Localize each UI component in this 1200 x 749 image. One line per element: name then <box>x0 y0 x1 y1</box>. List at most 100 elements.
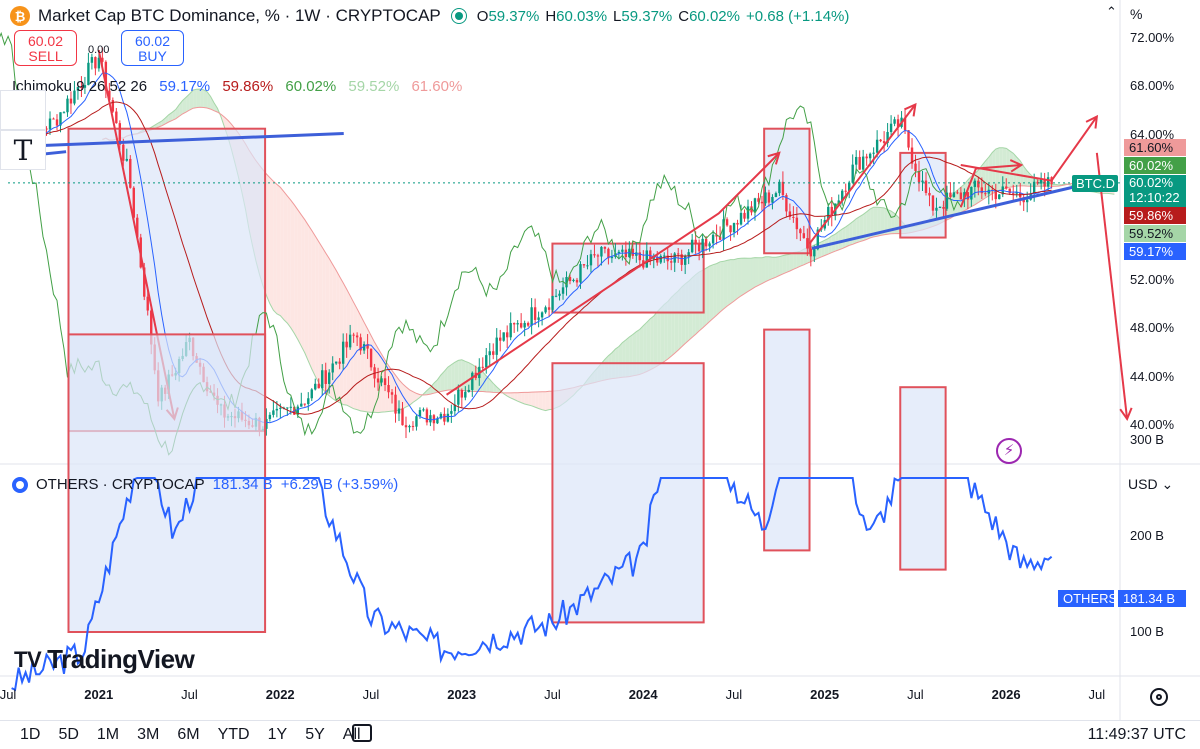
ichimoku-cloud-segment <box>357 309 360 411</box>
candle-body <box>691 240 693 252</box>
ichimoku-cloud-segment <box>291 200 294 333</box>
range-button-ytd[interactable]: YTD <box>218 726 250 744</box>
candle-body <box>925 181 927 193</box>
range-button-1d[interactable]: 1D <box>20 726 40 744</box>
ichimoku-span-a: 59.52% <box>348 78 399 95</box>
tradingview-logo[interactable]: TV TradingView <box>14 644 194 675</box>
candle-body <box>443 414 445 422</box>
candle-body <box>701 239 703 251</box>
others-legend[interactable]: OTHERS · CRYPTOCAP 181.34 B +6.29 B (+3.… <box>12 476 398 493</box>
ichimoku-cloud-segment <box>542 392 545 411</box>
ichimoku-cloud-segment <box>287 196 290 328</box>
candle-body <box>684 256 686 264</box>
candle-body <box>775 193 777 197</box>
flash-icon[interactable]: ⚡ <box>996 438 1022 464</box>
ichimoku-cloud-segment <box>717 262 720 315</box>
candle-body <box>694 240 696 244</box>
candle-body <box>314 384 316 390</box>
candle-body <box>52 119 54 120</box>
ichimoku-legend[interactable]: Ichimoku 9 26 52 26 59.17% 59.86% 60.02%… <box>12 78 470 95</box>
others-label: OTHERS · CRYPTOCAP <box>36 476 205 493</box>
others-box-2023 <box>552 363 703 622</box>
buy-button[interactable]: 60.02 BUY <box>121 30 184 66</box>
candle-body <box>708 243 710 246</box>
others-value: 181.34 B <box>213 476 273 493</box>
ichimoku-cloud-segment <box>846 224 849 247</box>
candle-body <box>705 239 707 247</box>
candle-body <box>530 307 532 325</box>
ichimoku-cloud-segment <box>319 242 322 389</box>
go-to-date-icon[interactable] <box>352 724 372 742</box>
candle-body <box>670 261 672 262</box>
candle-body <box>998 194 1000 199</box>
ichimoku-cloud-segment <box>294 205 297 340</box>
candle-body <box>377 378 379 382</box>
candle-body <box>126 159 128 161</box>
ichimoku-cloud-segment <box>462 360 465 391</box>
collapse-icon[interactable]: ⌃ <box>1106 4 1120 18</box>
candle-body <box>56 119 58 125</box>
ichimoku-cloud-segment <box>758 258 761 286</box>
text-tool-icon[interactable]: T <box>0 130 46 170</box>
candle-body <box>907 130 909 147</box>
candle-body <box>726 219 728 225</box>
ichimoku-cloud-segment <box>842 227 845 249</box>
ichimoku-cloud-segment <box>280 187 283 319</box>
candle-body <box>352 335 354 336</box>
ichimoku-cloud-segment <box>451 362 454 390</box>
candle-body <box>583 264 585 265</box>
ichimoku-cloud-segment <box>525 392 528 404</box>
ichimoku-cloud-segment <box>755 258 758 288</box>
candle-body <box>391 392 393 394</box>
range-button-1m[interactable]: 1M <box>97 726 119 744</box>
ichimoku-cloud-segment <box>849 222 852 246</box>
ichimoku-cloud-segment <box>748 258 751 291</box>
settings-gear-icon[interactable] <box>1150 688 1168 706</box>
candle-body <box>935 208 937 211</box>
candle-body <box>496 338 498 355</box>
last-price: 60.02% <box>1129 175 1186 190</box>
drawing-tool-button[interactable] <box>0 90 46 130</box>
candle-body <box>572 280 574 281</box>
candle-body <box>70 99 72 104</box>
candle-body <box>984 193 986 194</box>
sell-button[interactable]: 60.02 SELL <box>14 30 77 66</box>
time-tick-label: Jul <box>181 687 198 702</box>
high-value: 60.03% <box>556 8 607 25</box>
candle-body <box>799 229 801 233</box>
close-key: C <box>678 8 689 25</box>
ichimoku-cloud-segment <box>765 257 768 282</box>
time-tick-label: 2021 <box>84 687 113 702</box>
range-button-6m[interactable]: 6M <box>177 726 199 744</box>
candle-body <box>851 165 853 183</box>
market-status-icon <box>451 8 467 24</box>
price-tick-label: 44.00% <box>1130 369 1174 384</box>
candle-body <box>370 349 372 368</box>
candle-body <box>764 192 766 203</box>
open-value: 59.37% <box>488 8 539 25</box>
candle-body <box>855 157 857 165</box>
open-key: O <box>477 8 489 25</box>
ichimoku-cloud-segment <box>989 153 992 196</box>
candle-body <box>733 223 735 232</box>
range-button-5d[interactable]: 5D <box>58 726 78 744</box>
candle-body <box>782 182 784 195</box>
time-tick-label: 2024 <box>629 687 658 702</box>
symbol-title[interactable]: Market Cap BTC Dominance, % · 1W · CRYPT… <box>38 6 441 26</box>
candle-body <box>960 193 962 200</box>
time-tick-label: Jul <box>726 687 743 702</box>
candle-body <box>1047 177 1049 186</box>
range-button-5y[interactable]: 5Y <box>305 726 325 744</box>
clock[interactable]: 11:49:37 UTC <box>1088 726 1186 744</box>
candle-body <box>942 207 944 209</box>
candle-body <box>398 408 400 413</box>
candle-body <box>290 407 292 408</box>
currency-select[interactable]: USD ⌄ <box>1128 476 1173 493</box>
candle-body <box>956 192 958 193</box>
range-button-3m[interactable]: 3M <box>137 726 159 744</box>
candle-body <box>450 411 452 414</box>
axis-unit[interactable]: % <box>1130 6 1142 22</box>
candle-body <box>761 202 763 204</box>
range-button-1y[interactable]: 1Y <box>268 726 288 744</box>
